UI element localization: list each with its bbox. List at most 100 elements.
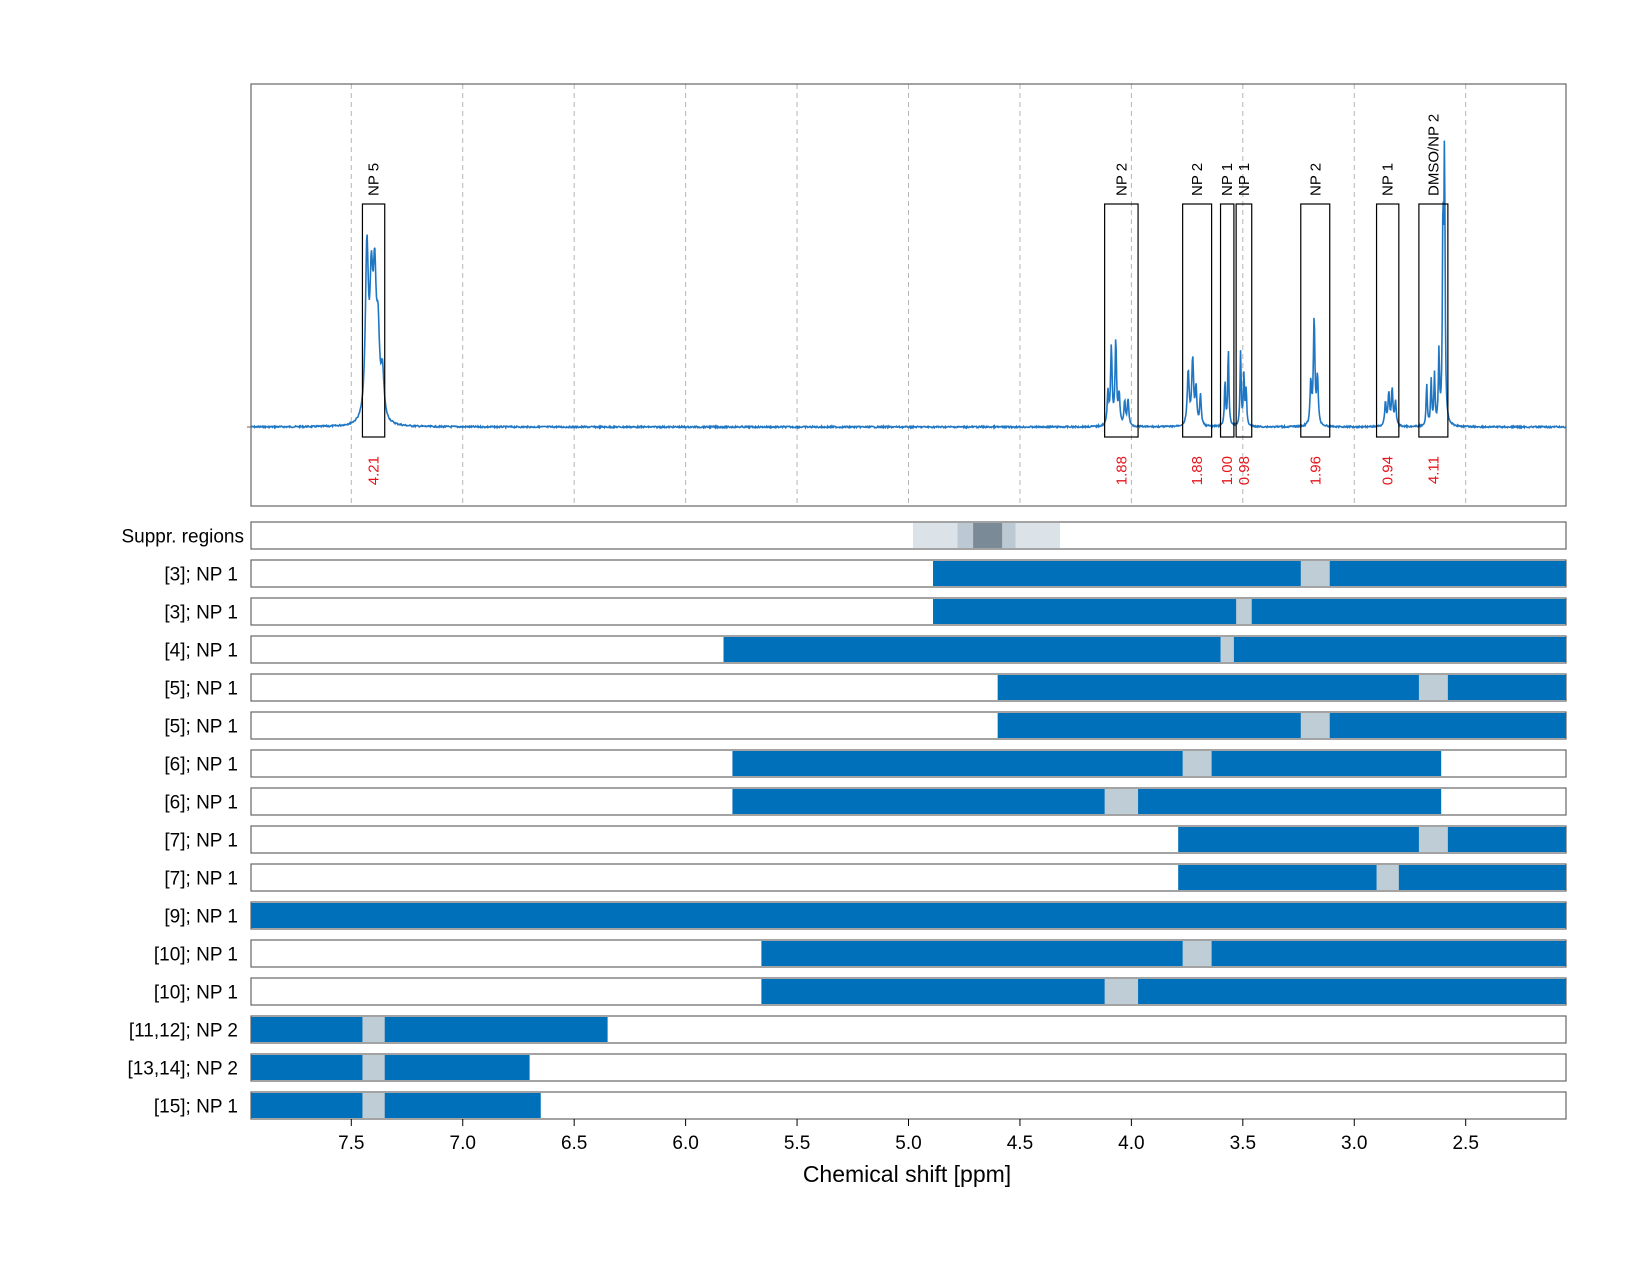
assignment-row-10: [10]; NP 1: [154, 939, 1567, 968]
row-bar-6: [732, 789, 1442, 814]
region-label-7: DMSO/NP 2: [1425, 114, 1442, 196]
row-gap-10: [1182, 941, 1212, 966]
assignment-row-14: [15]; NP 1: [154, 1091, 1567, 1120]
row-label-13: [13,14]; NP 2: [127, 1059, 238, 1080]
region-label-2: NP 2: [1189, 163, 1206, 196]
region-label-6: NP 1: [1380, 163, 1397, 196]
row-bar-4: [997, 713, 1566, 738]
assignment-row-11: [10]; NP 1: [154, 977, 1567, 1006]
x-tick-label-9: 3.0: [1341, 1133, 1367, 1154]
row-label-9: [9]; NP 1: [164, 907, 238, 928]
row-bar-9: [251, 903, 1566, 928]
row-label-4: [5]; NP 1: [164, 717, 238, 738]
row-gap-4: [1300, 713, 1330, 738]
row-label-12: [11,12]; NP 2: [129, 1021, 238, 1042]
assignment-row-7: [7]; NP 1: [164, 825, 1567, 854]
region-box-7: [1418, 203, 1449, 438]
row-gap-3: [1418, 675, 1448, 700]
assignment-row-3: [5]; NP 1: [164, 673, 1567, 702]
assignment-rows: [3]; NP 1 [3]; NP 1 [4]; NP 1 [5]; NP 1 [5];…: [127, 559, 1567, 1120]
x-tick-label-6: 4.5: [1007, 1133, 1033, 1154]
row-bar-8: [1178, 865, 1566, 890]
row-bar-7: [1178, 827, 1566, 852]
suppression-panel: Suppr. regions: [121, 521, 1567, 550]
assignment-row-0: [3]; NP 1: [164, 559, 1567, 588]
x-tick-label-10: 2.5: [1452, 1133, 1478, 1154]
row-bar-12: [251, 1017, 608, 1042]
row-bar-10: [761, 941, 1566, 966]
row-gap-2: [1220, 637, 1234, 662]
region-integral-7: 4.11: [1425, 456, 1442, 484]
row-label-0: [3]; NP 1: [164, 565, 238, 586]
row-gap-13: [362, 1055, 385, 1080]
assignment-row-9: [9]; NP 1: [164, 901, 1567, 930]
row-gap-8: [1376, 865, 1399, 890]
region-integral-1: 1.88: [1113, 456, 1130, 485]
row-label-2: [4]; NP 1: [164, 641, 238, 662]
region-label-4: NP 1: [1236, 163, 1253, 196]
suppression-label: Suppr. regions: [121, 527, 244, 548]
region-integral-0: 4.21: [366, 456, 383, 485]
row-bar-2: [723, 637, 1566, 662]
grid-lines: [350, 84, 1467, 506]
row-gap-1: [1236, 599, 1252, 624]
row-gap-14: [362, 1093, 385, 1118]
row-label-11: [10]; NP 1: [154, 983, 238, 1004]
region-integral-4: 0.98: [1236, 456, 1253, 485]
row-label-5: [6]; NP 1: [164, 755, 238, 776]
x-tick-label-0: 7.5: [338, 1133, 364, 1154]
row-bar-3: [997, 675, 1566, 700]
suppression-frame: [250, 521, 1567, 550]
region-box-5: [1300, 203, 1331, 438]
x-tick-label-2: 6.5: [561, 1133, 587, 1154]
spectrum-panel: NP 5 4.21 NP 2 1.88 NP 2 1.88 NP 1 1.00 NP 1 0.98…: [247, 83, 1567, 507]
row-label-6: [6]; NP 1: [164, 793, 238, 814]
row-label-14: [15]; NP 1: [154, 1097, 238, 1118]
row-gap-7: [1418, 827, 1448, 852]
region-label-0: NP 5: [366, 163, 383, 196]
suppression-band-2: [973, 523, 1003, 548]
region-box-0: [361, 203, 386, 438]
row-label-3: [5]; NP 1: [164, 679, 238, 700]
assignment-row-1: [3]; NP 1: [164, 597, 1567, 626]
x-tick-label-1: 7.0: [450, 1133, 476, 1154]
row-bar-11: [761, 979, 1566, 1004]
spectrum-frame: [250, 83, 1567, 507]
x-axis-label: Chemical shift [ppm]: [803, 1161, 1011, 1187]
row-gap-11: [1104, 979, 1139, 1004]
x-tick-label-3: 6.0: [672, 1133, 698, 1154]
region-box-3: [1219, 203, 1235, 438]
region-integral-5: 1.96: [1307, 456, 1324, 485]
assignment-row-2: [4]; NP 1: [164, 635, 1567, 664]
row-bar-0: [933, 561, 1566, 586]
region-label-3: NP 1: [1219, 163, 1236, 196]
region-integral-6: 0.94: [1380, 456, 1397, 485]
spectrum-trace: [250, 140, 1567, 431]
region-integral-3: 1.00: [1219, 456, 1236, 485]
row-gap-0: [1300, 561, 1330, 586]
region-label-1: NP 2: [1113, 163, 1130, 196]
region-box-1: [1104, 203, 1139, 438]
row-bar-14: [251, 1093, 541, 1118]
region-box-2: [1182, 203, 1213, 438]
row-gap-12: [362, 1017, 385, 1042]
x-axis: 7.5 7.0 6.5 6.0 5.5 5.0 4.5 4.0 3.5 3.0 2.5: [338, 1119, 1479, 1154]
row-bar-13: [251, 1055, 530, 1080]
row-gap-6: [1104, 789, 1139, 814]
row-bar-5: [732, 751, 1442, 776]
row-label-1: [3]; NP 1: [164, 603, 238, 624]
x-tick-label-5: 5.0: [895, 1133, 921, 1154]
assignment-row-5: [6]; NP 1: [164, 749, 1567, 778]
assignment-row-4: [5]; NP 1: [164, 711, 1567, 740]
row-label-10: [10]; NP 1: [154, 945, 238, 966]
region-integral-2: 1.88: [1189, 456, 1206, 485]
row-label-8: [7]; NP 1: [164, 869, 238, 890]
assignment-row-12: [11,12]; NP 2: [129, 1015, 1567, 1044]
region-box-4: [1235, 203, 1253, 438]
assignment-row-8: [7]; NP 1: [164, 863, 1567, 892]
x-tick-label-4: 5.5: [784, 1133, 810, 1154]
x-tick-label-7: 4.0: [1118, 1133, 1144, 1154]
region-box-6: [1375, 203, 1400, 438]
row-label-7: [7]; NP 1: [164, 831, 238, 852]
